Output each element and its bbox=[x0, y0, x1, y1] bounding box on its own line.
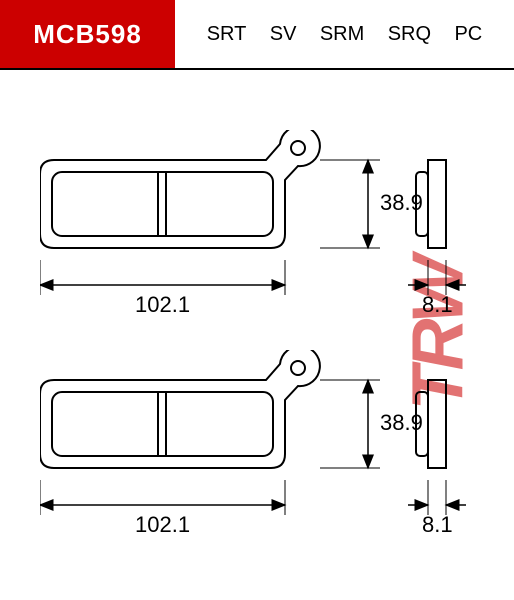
pad-top-svg bbox=[40, 130, 470, 330]
variant-sv: SV bbox=[270, 23, 297, 46]
variant-srm: SRM bbox=[320, 23, 364, 46]
pad2-height-label: 38.9 bbox=[380, 410, 423, 436]
pad1-thickness-label: 8.1 bbox=[422, 292, 453, 318]
pad2-thickness-label: 8.1 bbox=[422, 512, 453, 538]
variant-srt: SRT bbox=[207, 23, 247, 46]
header-bar: MCB598 SRT SV SRM SRQ PC bbox=[0, 0, 514, 70]
part-number: MCB598 bbox=[33, 19, 142, 50]
variant-list: SRT SV SRM SRQ PC bbox=[175, 0, 514, 68]
pad-bottom-svg bbox=[40, 350, 470, 550]
variant-srq: SRQ bbox=[388, 23, 431, 46]
pad1-width-label: 102.1 bbox=[135, 292, 190, 318]
pad2-width-label: 102.1 bbox=[135, 512, 190, 538]
brake-pad-top: 38.9 102.1 8.1 bbox=[40, 130, 470, 330]
variant-pc: PC bbox=[454, 23, 482, 46]
brake-pad-bottom: 38.9 102.1 8.1 bbox=[40, 350, 470, 550]
pad1-height-label: 38.9 bbox=[380, 190, 423, 216]
part-number-badge: MCB598 bbox=[0, 0, 175, 68]
diagram-area: TRW bbox=[0, 70, 514, 600]
